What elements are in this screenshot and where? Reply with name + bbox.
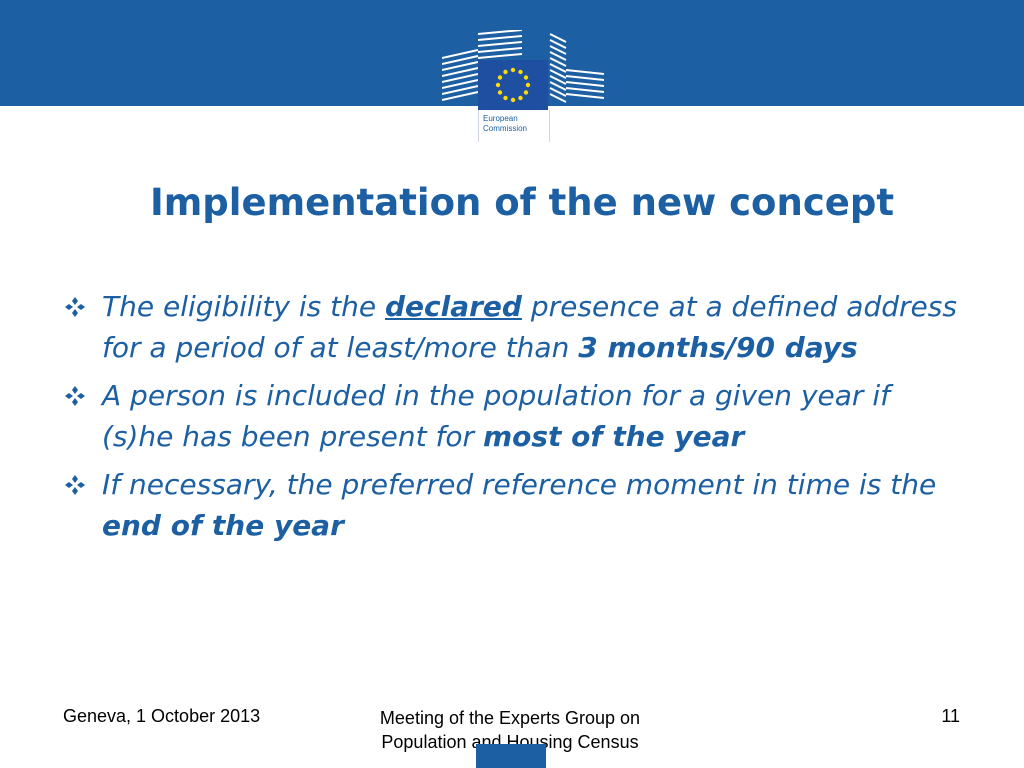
bullet-item: If necessary, the preferred reference mo…	[60, 464, 970, 546]
logo-text-line1: European	[483, 114, 518, 123]
diamond-bullet-icon	[60, 375, 90, 416]
diamond-bullet-icon	[60, 464, 90, 505]
building-stripes-left	[442, 30, 523, 101]
bullet-text: A person is included in the population f…	[102, 379, 890, 453]
footer-event: Meeting of the Experts Group on Populati…	[340, 706, 680, 754]
footer-event-line2: Population and Housing Census	[381, 732, 639, 752]
footer-accent-bar	[476, 744, 546, 768]
footer-event-line1: Meeting of the Experts Group on	[379, 708, 641, 728]
eu-flag	[478, 60, 548, 110]
bullet-item: The eligibility is the declared presence…	[60, 286, 970, 368]
page-number: 11	[941, 706, 960, 726]
logo-text-line2: Commission	[483, 124, 528, 133]
building-stripes-right	[549, 33, 605, 103]
european-commission-logo-icon	[442, 30, 605, 110]
slide-title: Implementation of the new concept	[149, 181, 895, 224]
bullet-item: A person is included in the population f…	[60, 375, 970, 457]
footer-date: Geneva, 1 October 2013	[63, 706, 261, 726]
diamond-bullet-icon	[60, 286, 90, 327]
bullet-text: If necessary, the preferred reference mo…	[102, 468, 937, 542]
eu-stars	[495, 67, 531, 103]
bullet-text: The eligibility is the declared presence…	[102, 290, 957, 364]
logo-caption: European Commission	[478, 110, 550, 142]
bullet-list: The eligibility is the declared presence…	[60, 286, 970, 553]
